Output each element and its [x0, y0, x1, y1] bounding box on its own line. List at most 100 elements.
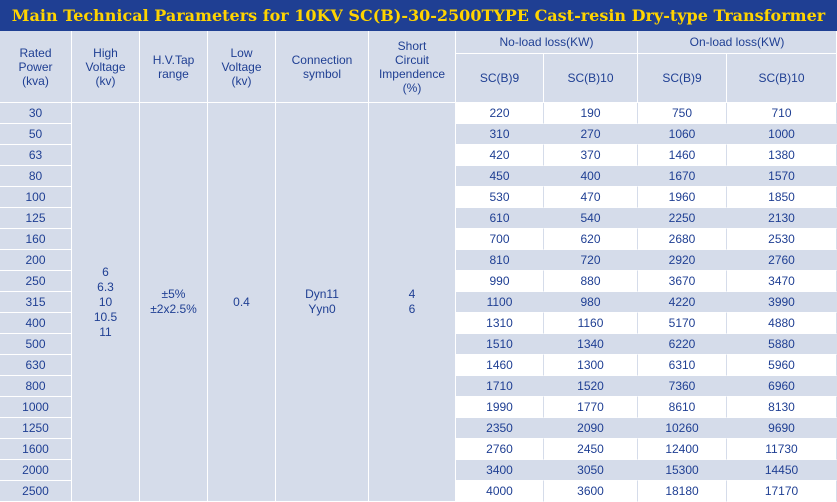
- table-row: 500 1510 1340 6220 5880: [0, 334, 837, 355]
- no-load-scb9-cell: 810: [456, 250, 544, 271]
- header-no-load-loss: No-load loss(KW): [456, 31, 638, 54]
- on-load-scb9-cell: 1670: [638, 166, 727, 187]
- no-load-scb10-cell: 720: [544, 250, 638, 271]
- table-row: 2500 4000 3600 18180 17170: [0, 481, 837, 502]
- table-body: 30 6 6.3 10 10.5 11 ±5% ±2x2.5% 0.4 Dyn11 Yyn0 4 6 22…: [0, 103, 837, 502]
- on-load-scb10-cell: 1380: [727, 145, 837, 166]
- on-load-scb10-cell: 5960: [727, 355, 837, 376]
- on-load-scb10-cell: 5880: [727, 334, 837, 355]
- on-load-scb9-cell: 2920: [638, 250, 727, 271]
- no-load-scb10-cell: 400: [544, 166, 638, 187]
- rated-power-cell: 630: [0, 355, 72, 376]
- table-row: 400 1310 1160 5170 4880: [0, 313, 837, 334]
- no-load-scb9-cell: 610: [456, 208, 544, 229]
- table-row: 250 990 880 3670 3470: [0, 271, 837, 292]
- on-load-scb9-cell: 2680: [638, 229, 727, 250]
- table-row: 125 610 540 2250 2130: [0, 208, 837, 229]
- connection-symbol-values: Dyn11 Yyn0: [276, 103, 369, 502]
- rated-power-cell: 1250: [0, 418, 72, 439]
- table-row: 160 700 620 2680 2530: [0, 229, 837, 250]
- rated-power-cell: 100: [0, 187, 72, 208]
- table-row: 30 6 6.3 10 10.5 11 ±5% ±2x2.5% 0.4 Dyn11 Yyn0 4 6 22…: [0, 103, 837, 502]
- rated-power-cell: 30: [0, 103, 72, 124]
- on-load-scb9-cell: 6220: [638, 334, 727, 355]
- rated-power-cell: 2000: [0, 460, 72, 481]
- table-row: 630 1460 1300 6310 5960: [0, 355, 837, 376]
- header-hv-tap-range: H.V.Tap range: [140, 31, 208, 103]
- no-load-scb9-cell: 2350: [456, 418, 544, 439]
- no-load-scb9-cell: 4000: [456, 481, 544, 502]
- on-load-scb9-cell: 12400: [638, 439, 727, 460]
- rated-power-cell: 2500: [0, 481, 72, 502]
- no-load-scb9-cell: 700: [456, 229, 544, 250]
- no-load-scb10-cell: 2090: [544, 418, 638, 439]
- table-row: 80 450 400 1670 1570: [0, 166, 837, 187]
- on-load-scb10-cell: 6960: [727, 376, 837, 397]
- table-row: 63 420 370 1460 1380: [0, 145, 837, 166]
- table-row: 1000 1990 1770 8610 8130: [0, 397, 837, 418]
- on-load-scb10-cell: 2130: [727, 208, 837, 229]
- on-load-scb9-cell: 8610: [638, 397, 727, 418]
- table-row: 50 310 270 1060 1000: [0, 124, 837, 145]
- no-load-scb9-cell: 1310: [456, 313, 544, 334]
- on-load-scb10-cell: 2760: [727, 250, 837, 271]
- rated-power-cell: 500: [0, 334, 72, 355]
- on-load-scb10-cell: 4880: [727, 313, 837, 334]
- on-load-scb10-cell: 2530: [727, 229, 837, 250]
- no-load-scb10-cell: 1300: [544, 355, 638, 376]
- no-load-scb9-cell: 2760: [456, 439, 544, 460]
- no-load-scb10-cell: 3050: [544, 460, 638, 481]
- on-load-scb9-cell: 10260: [638, 418, 727, 439]
- no-load-scb10-cell: 470: [544, 187, 638, 208]
- parameters-table: Rated Power (kva) High Voltage (kv) H.V.Tap r…: [0, 31, 837, 502]
- rated-power-cell: 400: [0, 313, 72, 334]
- on-load-scb9-cell: 2250: [638, 208, 727, 229]
- on-load-scb10-cell: 1570: [727, 166, 837, 187]
- header-short-circuit: Short Circuit Impendence (%): [369, 31, 456, 103]
- no-load-scb10-cell: 1770: [544, 397, 638, 418]
- rated-power-cell: 200: [0, 250, 72, 271]
- on-load-scb10-cell: 1850: [727, 187, 837, 208]
- no-load-scb10-cell: 3600: [544, 481, 638, 502]
- no-load-scb9-cell: 1510: [456, 334, 544, 355]
- on-load-scb10-cell: 17170: [727, 481, 837, 502]
- table-row: 2000 3400 3050 15300 14450: [0, 460, 837, 481]
- on-load-scb9-cell: 5170: [638, 313, 727, 334]
- table-row: 800 1710 1520 7360 6960: [0, 376, 837, 397]
- no-load-scb9-cell: 1100: [456, 292, 544, 313]
- no-load-scb10-cell: 880: [544, 271, 638, 292]
- no-load-scb9-cell: 420: [456, 145, 544, 166]
- no-load-scb9-cell: 310: [456, 124, 544, 145]
- no-load-scb10-cell: 270: [544, 124, 638, 145]
- no-load-scb9-cell: 1710: [456, 376, 544, 397]
- no-load-scb10-cell: 1340: [544, 334, 638, 355]
- rated-power-cell: 315: [0, 292, 72, 313]
- low-voltage-value: 0.4: [208, 103, 276, 502]
- on-load-scb10-cell: 3990: [727, 292, 837, 313]
- no-load-scb10-cell: 1160: [544, 313, 638, 334]
- header-low-voltage: Low Voltage (kv): [208, 31, 276, 103]
- rated-power-cell: 160: [0, 229, 72, 250]
- header-on-load-loss: On-load loss(KW): [638, 31, 837, 54]
- no-load-scb9-cell: 1460: [456, 355, 544, 376]
- header-no-load-scb9: SC(B)9: [456, 54, 544, 103]
- on-load-scb9-cell: 1960: [638, 187, 727, 208]
- on-load-scb9-cell: 6310: [638, 355, 727, 376]
- table-row: 1600 2760 2450 12400 11730: [0, 439, 837, 460]
- header-no-load-scb10: SC(B)10: [544, 54, 638, 103]
- on-load-scb9-cell: 1460: [638, 145, 727, 166]
- on-load-scb10-cell: 9690: [727, 418, 837, 439]
- on-load-scb9-cell: 15300: [638, 460, 727, 481]
- no-load-scb9-cell: 220: [456, 103, 544, 124]
- on-load-scb10-cell: 14450: [727, 460, 837, 481]
- no-load-scb10-cell: 1520: [544, 376, 638, 397]
- on-load-scb10-cell: 11730: [727, 439, 837, 460]
- on-load-scb9-cell: 1060: [638, 124, 727, 145]
- on-load-scb10-cell: 3470: [727, 271, 837, 292]
- no-load-scb10-cell: 370: [544, 145, 638, 166]
- rated-power-cell: 250: [0, 271, 72, 292]
- on-load-scb9-cell: 7360: [638, 376, 727, 397]
- rated-power-cell: 50: [0, 124, 72, 145]
